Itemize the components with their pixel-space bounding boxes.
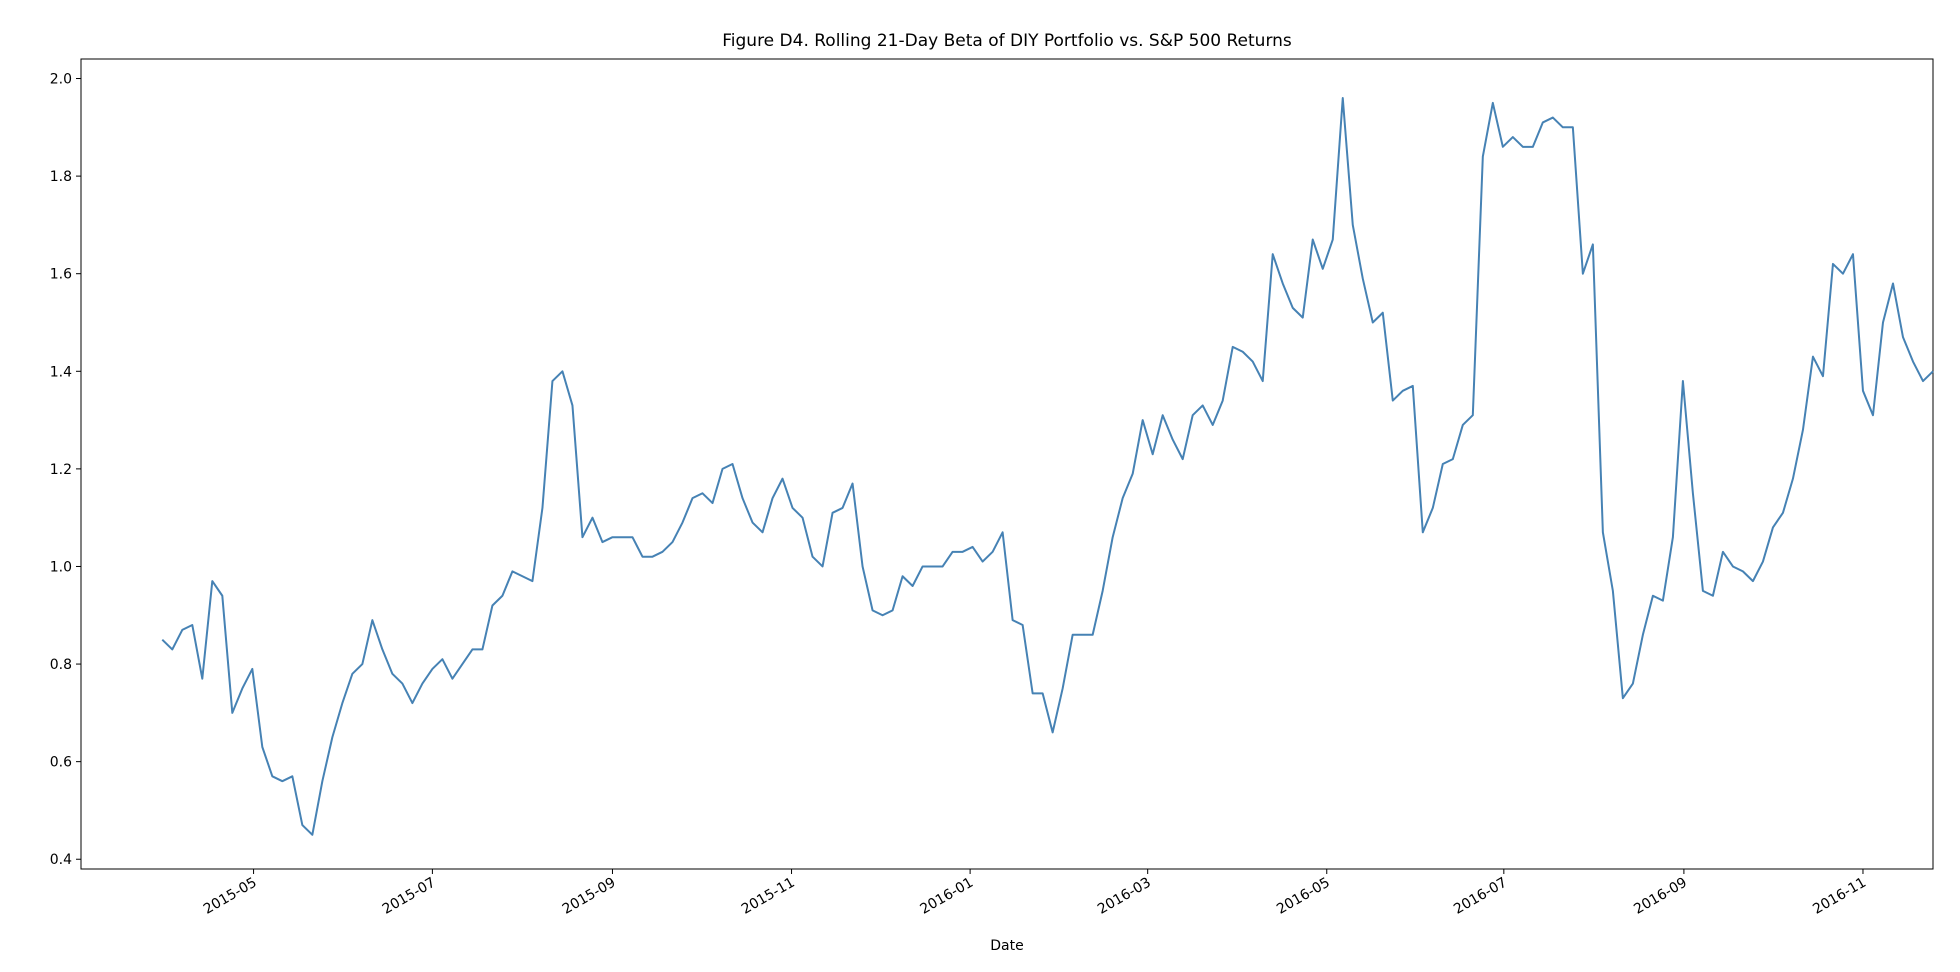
plot-frame	[80, 58, 1934, 870]
y-tick-label: 0.6	[50, 755, 72, 771]
x-tick-label: 2015-05	[201, 875, 260, 918]
x-tick-label: 2015-07	[380, 875, 439, 918]
y-tick-label: 1.2	[50, 462, 72, 478]
x-tick-label: 2015-09	[560, 875, 619, 918]
x-tick-label: 2016-07	[1451, 875, 1510, 918]
data-line	[161, 97, 1934, 836]
y-tick-label: 1.6	[50, 267, 72, 283]
x-tick-label: 2016-01	[917, 875, 976, 918]
y-tick-label: 1.8	[50, 169, 72, 185]
x-tick-label: 2016-05	[1274, 875, 1333, 918]
y-tick-label: 0.4	[50, 852, 72, 868]
y-tick-label: 1.0	[50, 559, 72, 575]
x-tick-label: 2016-03	[1095, 875, 1154, 918]
chart-title: Figure D4. Rolling 21-Day Beta of DIY Po…	[722, 31, 1292, 51]
y-tick-label: 2.0	[50, 72, 72, 88]
x-axis-label: Date	[990, 938, 1023, 954]
x-tick-label: 2016-09	[1631, 875, 1690, 918]
y-tick-label: 1.4	[50, 364, 72, 380]
x-tick-label: 2015-11	[739, 875, 798, 918]
y-tick-label: 0.8	[50, 657, 72, 673]
x-tick-label: 2016-11	[1810, 875, 1869, 918]
